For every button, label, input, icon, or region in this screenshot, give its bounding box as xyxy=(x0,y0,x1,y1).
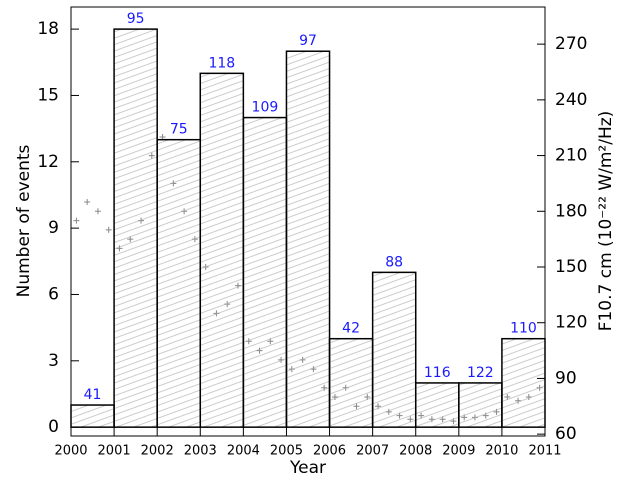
x-tick-label: 2004 xyxy=(227,444,260,459)
plot-frame xyxy=(70,6,546,437)
y-tick-label: 12 xyxy=(37,152,59,172)
y2-tick-label: 60 xyxy=(555,424,577,444)
y2-tick-label: 180 xyxy=(555,201,587,221)
y-tick-label: 3 xyxy=(48,351,59,371)
bar-label: 88 xyxy=(385,254,403,270)
bar-label: 42 xyxy=(342,321,360,337)
bar xyxy=(501,337,546,428)
bar-label: 110 xyxy=(510,321,537,337)
y2-tick-label: 270 xyxy=(555,34,587,54)
y-tick-label: 15 xyxy=(37,85,59,105)
bar-label: 122 xyxy=(467,365,494,381)
bar xyxy=(70,404,115,428)
y-tick-label: 0 xyxy=(48,417,59,437)
flux-point xyxy=(84,199,91,205)
x-tick-label: 2006 xyxy=(313,444,346,459)
bar-label: 109 xyxy=(252,100,279,116)
bar xyxy=(156,138,202,428)
x-tick-label: 2007 xyxy=(356,444,389,459)
bar-label: 41 xyxy=(84,387,102,403)
bar xyxy=(199,72,245,428)
bar xyxy=(371,271,417,428)
x-tick-label: 2000 xyxy=(54,444,87,459)
x-tick-label: 2001 xyxy=(98,444,131,459)
y-tick-label: 6 xyxy=(48,284,59,304)
x-tick-label: 2009 xyxy=(442,444,475,459)
bar xyxy=(414,382,460,428)
bar-label: 75 xyxy=(170,122,188,138)
y-axis-label: Number of events xyxy=(14,144,34,297)
x-tick-label: 2010 xyxy=(485,444,518,459)
bar xyxy=(285,50,331,428)
x-tick-label: 2003 xyxy=(184,444,217,459)
y2-tick-label: 240 xyxy=(555,90,587,110)
y2-axis-label: F10.7 cm (10⁻²² W/m²/Hz) xyxy=(596,111,616,332)
bar xyxy=(113,28,158,428)
y2-tick-label: 210 xyxy=(555,146,587,166)
flux-point xyxy=(94,208,101,215)
bar-label: 95 xyxy=(127,11,145,27)
y-tick-label: 9 xyxy=(48,218,59,238)
bar xyxy=(242,116,288,428)
y2-tick-label: 150 xyxy=(555,257,587,277)
flux-point xyxy=(105,226,112,233)
x-axis-label: Year xyxy=(289,458,326,478)
bar-label: 97 xyxy=(299,33,317,49)
flux-point xyxy=(73,217,80,224)
x-tick-label: 2008 xyxy=(399,444,432,459)
bar xyxy=(328,337,374,428)
x-tick-label: 2005 xyxy=(270,444,303,459)
y2-tick-label: 120 xyxy=(555,313,587,333)
bar xyxy=(458,382,503,428)
x-tick-label: 2011 xyxy=(528,444,561,459)
bar-label: 118 xyxy=(208,55,235,71)
y2-tick-label: 90 xyxy=(555,368,577,388)
bar-label: 116 xyxy=(424,365,451,381)
x-tick-label: 2002 xyxy=(141,444,174,459)
y-tick-label: 18 xyxy=(37,19,59,39)
